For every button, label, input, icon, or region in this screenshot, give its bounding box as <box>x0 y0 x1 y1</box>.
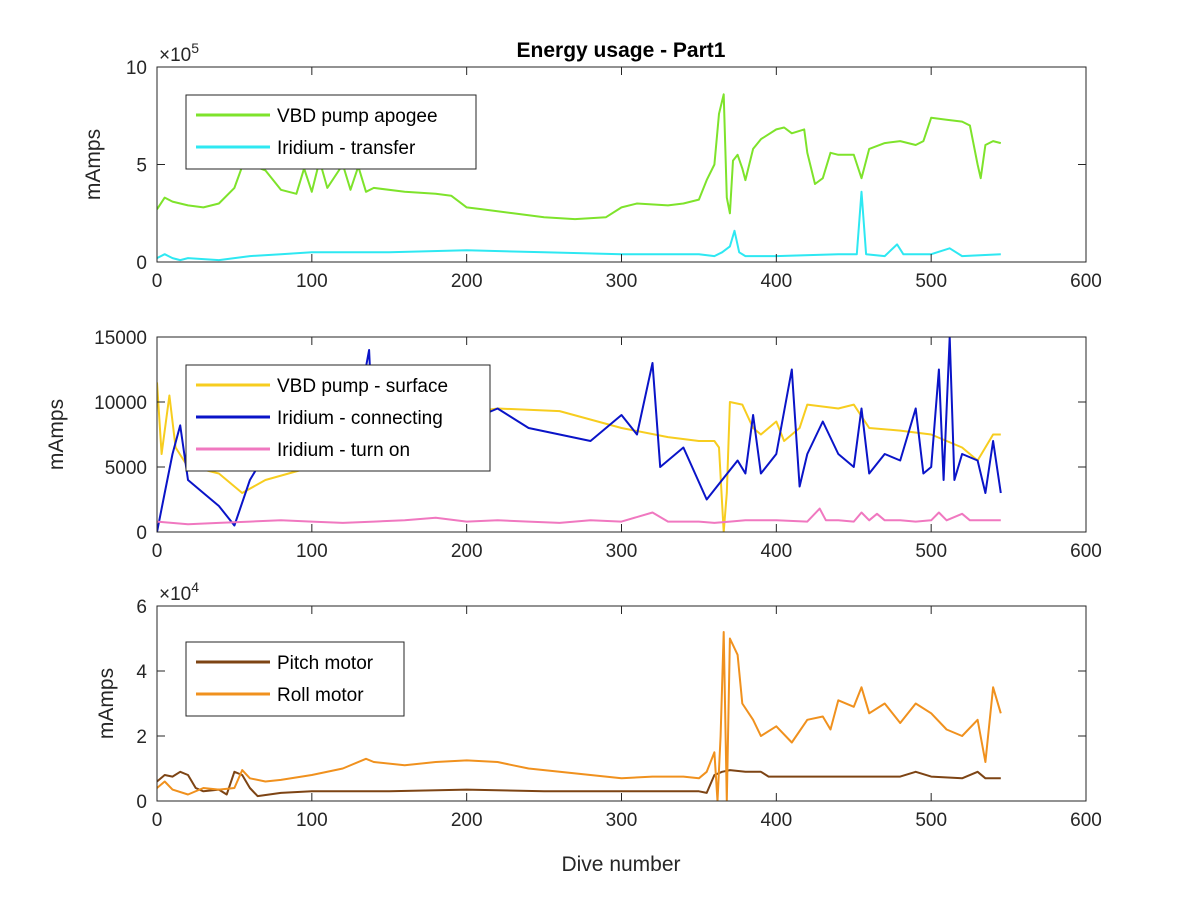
x-tick-label: 300 <box>606 810 638 831</box>
y-tick-label: 0 <box>136 523 147 544</box>
y-tick-label: 0 <box>136 253 147 274</box>
series-line-roll-motor <box>157 631 1002 801</box>
legend-entry-label: VBD pump - surface <box>277 376 448 397</box>
x-tick-label: 400 <box>760 541 792 562</box>
legend: Pitch motor Roll motor <box>185 641 405 717</box>
subplot-1: 0 100 200 300 400 500 600 0 5 10 ×105 mAmps VBD pump… <box>82 40 1102 292</box>
series-line-iridium-transfer <box>157 190 1001 262</box>
legend: VBD pump - surface Iridium - connecting Ir… <box>185 364 491 472</box>
y-axis-label: mAmps <box>45 399 68 470</box>
x-axis-label: Dive number <box>561 853 680 876</box>
x-tick-label: 0 <box>152 810 163 831</box>
plot-area <box>157 631 1002 801</box>
legend-entry-label: VBD pump apogee <box>277 106 438 127</box>
y-exponent-label: ×104 <box>159 579 199 605</box>
plot-area <box>157 93 1002 262</box>
x-tick-label: 600 <box>1070 541 1102 562</box>
subplot-3: 0 100 200 300 400 500 600 0 2 4 6 ×104 mAmps Pitch mo… <box>95 579 1102 831</box>
x-tick-label: 200 <box>451 810 483 831</box>
x-tick-label: 100 <box>296 271 328 292</box>
legend-entry-label: Iridium - turn on <box>277 440 410 461</box>
series-line-vbd-pump-apogee <box>157 93 1002 221</box>
series-line-pitch-motor <box>157 769 1001 798</box>
x-tick-label: 500 <box>915 271 947 292</box>
y-tick-label: 5 <box>136 156 147 177</box>
legend-entry-label: Roll motor <box>277 685 364 706</box>
x-tick-label: 400 <box>760 271 792 292</box>
x-tick-label: 200 <box>451 271 483 292</box>
x-tick-label: 600 <box>1070 271 1102 292</box>
series-line-vbd-pump-surface <box>157 382 1001 532</box>
x-tick-label: 300 <box>606 271 638 292</box>
x-tick-label: 300 <box>606 541 638 562</box>
y-exponent-label: ×105 <box>159 40 199 66</box>
y-axis-label: mAmps <box>82 129 105 200</box>
y-tick-label: 10 <box>126 58 147 79</box>
y-tick-label: 2 <box>136 727 147 748</box>
subplot-2: 0 100 200 300 400 500 600 0 5000 10000 15000 mAmps V… <box>45 328 1102 562</box>
y-tick-label: 6 <box>136 597 147 618</box>
y-tick-label: 5000 <box>105 458 147 479</box>
legend-entry-label: Pitch motor <box>277 653 374 674</box>
x-tick-label: 600 <box>1070 810 1102 831</box>
y-axis-label: mAmps <box>95 668 118 739</box>
figure-title: Energy usage - Part1 <box>517 39 726 62</box>
x-tick-label: 100 <box>296 810 328 831</box>
x-tick-label: 0 <box>152 271 163 292</box>
y-tick-label: 15000 <box>94 328 147 349</box>
y-tick-label: 4 <box>136 662 147 683</box>
x-tick-label: 500 <box>915 541 947 562</box>
y-tick-label: 0 <box>136 792 147 813</box>
legend-entry-label: Iridium - transfer <box>277 138 416 159</box>
legend-entry-label: Iridium - connecting <box>277 408 443 429</box>
x-tick-label: 0 <box>152 541 163 562</box>
x-tick-label: 100 <box>296 541 328 562</box>
x-tick-label: 400 <box>760 810 792 831</box>
y-tick-label: 10000 <box>94 393 147 414</box>
x-tick-label: 200 <box>451 541 483 562</box>
legend: VBD pump apogee Iridium - transfer <box>185 94 477 170</box>
series-line-iridium-turn-on <box>157 507 1001 526</box>
legend-box <box>185 641 405 717</box>
legend-box <box>185 94 477 170</box>
x-tick-label: 500 <box>915 810 947 831</box>
